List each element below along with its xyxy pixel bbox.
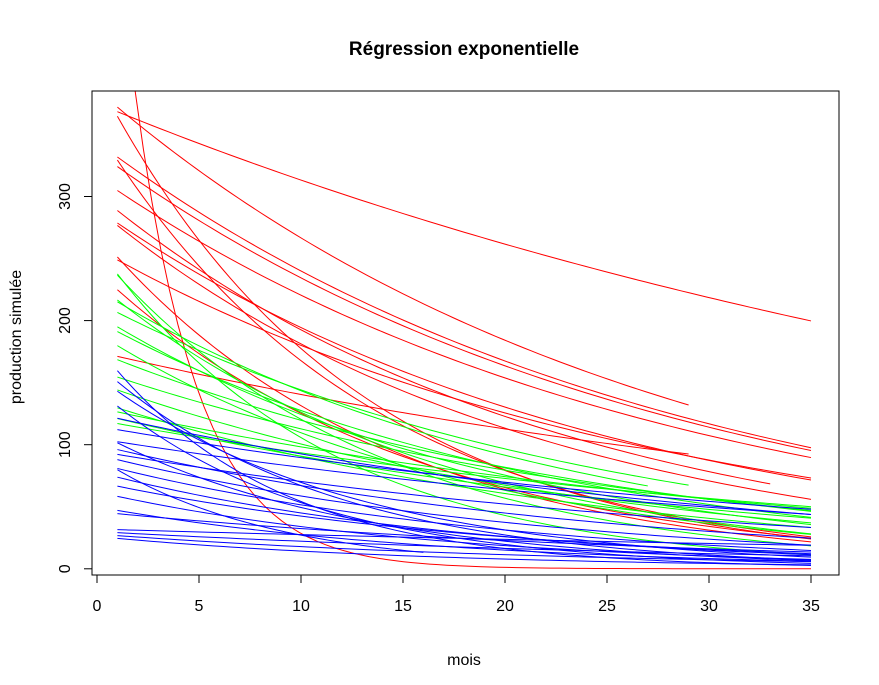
x-tick-label: 10: [292, 598, 310, 615]
x-tick-label: 30: [700, 598, 718, 615]
y-tick-label: 200: [57, 307, 74, 334]
x-tick-label: 15: [394, 598, 412, 615]
series-line-green-29: [117, 345, 812, 535]
series-line-blue-45: [117, 509, 812, 562]
y-tick-label: 100: [57, 431, 74, 458]
series-line-green-24: [117, 411, 812, 509]
series-line-green-18: [117, 331, 812, 518]
series-line-blue-52: [117, 469, 424, 553]
series-line-red-5: [117, 156, 812, 449]
series-line-red-2: [117, 111, 812, 322]
series-line-blue-50: [117, 537, 812, 566]
series-line-blue-39: [117, 449, 812, 539]
series-layer: [116, 91, 812, 570]
series-line-green-28: [117, 389, 812, 524]
x-tick-label: 0: [93, 598, 102, 615]
series-line-blue-35: [117, 417, 812, 516]
series-line-blue-49: [117, 535, 812, 563]
x-axis-label: mois: [447, 652, 481, 669]
series-line-blue-38: [117, 453, 812, 529]
series-line-blue-48: [117, 532, 812, 557]
y-tick-label: 0: [57, 564, 74, 573]
x-tick-label: 25: [598, 598, 616, 615]
series-line-blue-40: [117, 459, 812, 546]
series-line-green-27: [117, 407, 812, 528]
series-line-red-8: [117, 222, 812, 481]
x-tick-label: 35: [802, 598, 820, 615]
series-line-red-10: [117, 210, 771, 485]
series-line-red-6: [117, 190, 812, 459]
series-line-green-25: [117, 418, 812, 519]
series-line-red-3: [117, 106, 689, 406]
chart-title: Régression exponentielle: [349, 39, 579, 60]
series-line-red-15: [117, 289, 812, 539]
series-line-green-26: [117, 423, 812, 508]
x-tick-label: 5: [195, 598, 204, 615]
y-axis-label: production simulée: [8, 270, 25, 404]
series-line-blue-51: [117, 442, 812, 561]
series-line-blue-42: [117, 476, 812, 556]
series-line-blue-36: [117, 429, 812, 510]
series-line-green-30: [117, 273, 812, 556]
series-line-red-12: [116, 116, 812, 540]
x-tick-label: 20: [496, 598, 514, 615]
series-line-blue-41: [117, 467, 812, 551]
series-line-green-19: [117, 326, 812, 526]
series-line-green-17: [117, 311, 689, 486]
series-line-red-1: [134, 91, 811, 570]
plot-border: [91, 90, 840, 576]
series-line-red-4: [117, 166, 812, 452]
series-line-red-9: [117, 225, 812, 500]
series-line-blue-47: [117, 529, 812, 546]
series-line-green-16: [117, 301, 648, 487]
y-tick-label: 300: [57, 183, 74, 210]
series-line-blue-32: [117, 390, 812, 558]
series-line-blue-37: [117, 441, 812, 515]
